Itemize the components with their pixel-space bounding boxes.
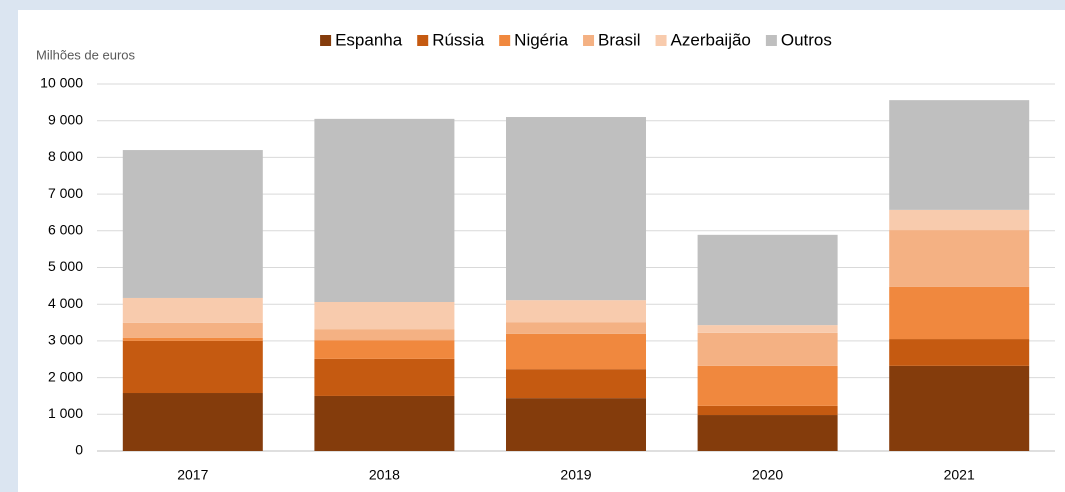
y-tick-label: 2 000	[48, 368, 83, 384]
y-tick-label: 8 000	[48, 148, 83, 164]
legend-label: Brasil	[598, 30, 641, 49]
bar-segment	[122, 337, 263, 341]
bar-segment	[889, 100, 1030, 210]
bar-segment	[889, 286, 1030, 340]
bar-segment	[697, 332, 838, 366]
legend-label: Rússia	[432, 30, 485, 49]
bar-segment	[506, 322, 646, 334]
legend-swatch	[499, 35, 511, 46]
x-tick-label: 2019	[560, 467, 591, 483]
bar-segment	[506, 117, 646, 301]
bar-segment	[697, 405, 838, 416]
legend-swatch	[765, 35, 777, 46]
y-axis-label: Milhões de euros	[36, 47, 135, 62]
bar-segment	[314, 340, 455, 359]
x-tick-label: 2017	[177, 467, 208, 483]
bar-segment	[506, 398, 646, 451]
legend-swatch	[417, 35, 429, 46]
bar-segment	[697, 415, 838, 451]
y-tick-label: 6 000	[48, 222, 83, 238]
bar-segment	[122, 340, 263, 394]
legend-label: Azerbaijão	[671, 30, 751, 49]
bar-segment	[122, 393, 263, 451]
bar-segment	[122, 150, 263, 298]
y-tick-label: 4 000	[48, 295, 83, 311]
bar-segment	[697, 365, 838, 406]
y-tick-label: 7 000	[48, 185, 83, 201]
bar-segment	[889, 339, 1030, 366]
bar-segment	[314, 329, 455, 341]
x-tick-label: 2018	[369, 467, 400, 483]
bar-segment	[697, 325, 838, 333]
bar-segment	[122, 297, 263, 323]
legend-label: Espanha	[335, 30, 403, 49]
x-tick-label: 2021	[944, 467, 975, 483]
legend-swatch	[655, 35, 667, 46]
bar-segment	[889, 209, 1030, 231]
legend-label: Outros	[781, 30, 832, 49]
bar-segment	[314, 118, 455, 302]
y-tick-label: 10 000	[40, 75, 83, 91]
x-tick-label: 2020	[752, 467, 783, 483]
bar-segment	[889, 365, 1030, 451]
bar-segment	[314, 395, 455, 451]
y-tick-label: 0	[75, 442, 83, 458]
bar-segment	[506, 300, 646, 323]
bar-segment	[314, 358, 455, 396]
y-tick-label: 5 000	[48, 258, 83, 274]
bar-segment	[889, 230, 1030, 287]
y-tick-label: 3 000	[48, 332, 83, 348]
bar-segment	[506, 369, 646, 399]
bar-segment	[122, 322, 263, 338]
y-tick-label: 9 000	[48, 111, 83, 127]
y-tick-label: 1 000	[48, 405, 83, 421]
legend-swatch	[583, 35, 595, 46]
legend-swatch	[320, 35, 332, 46]
bar-segment	[697, 234, 838, 326]
bar-segment	[506, 333, 646, 370]
bar-segment	[314, 301, 455, 330]
legend-label: Nigéria	[514, 30, 568, 49]
